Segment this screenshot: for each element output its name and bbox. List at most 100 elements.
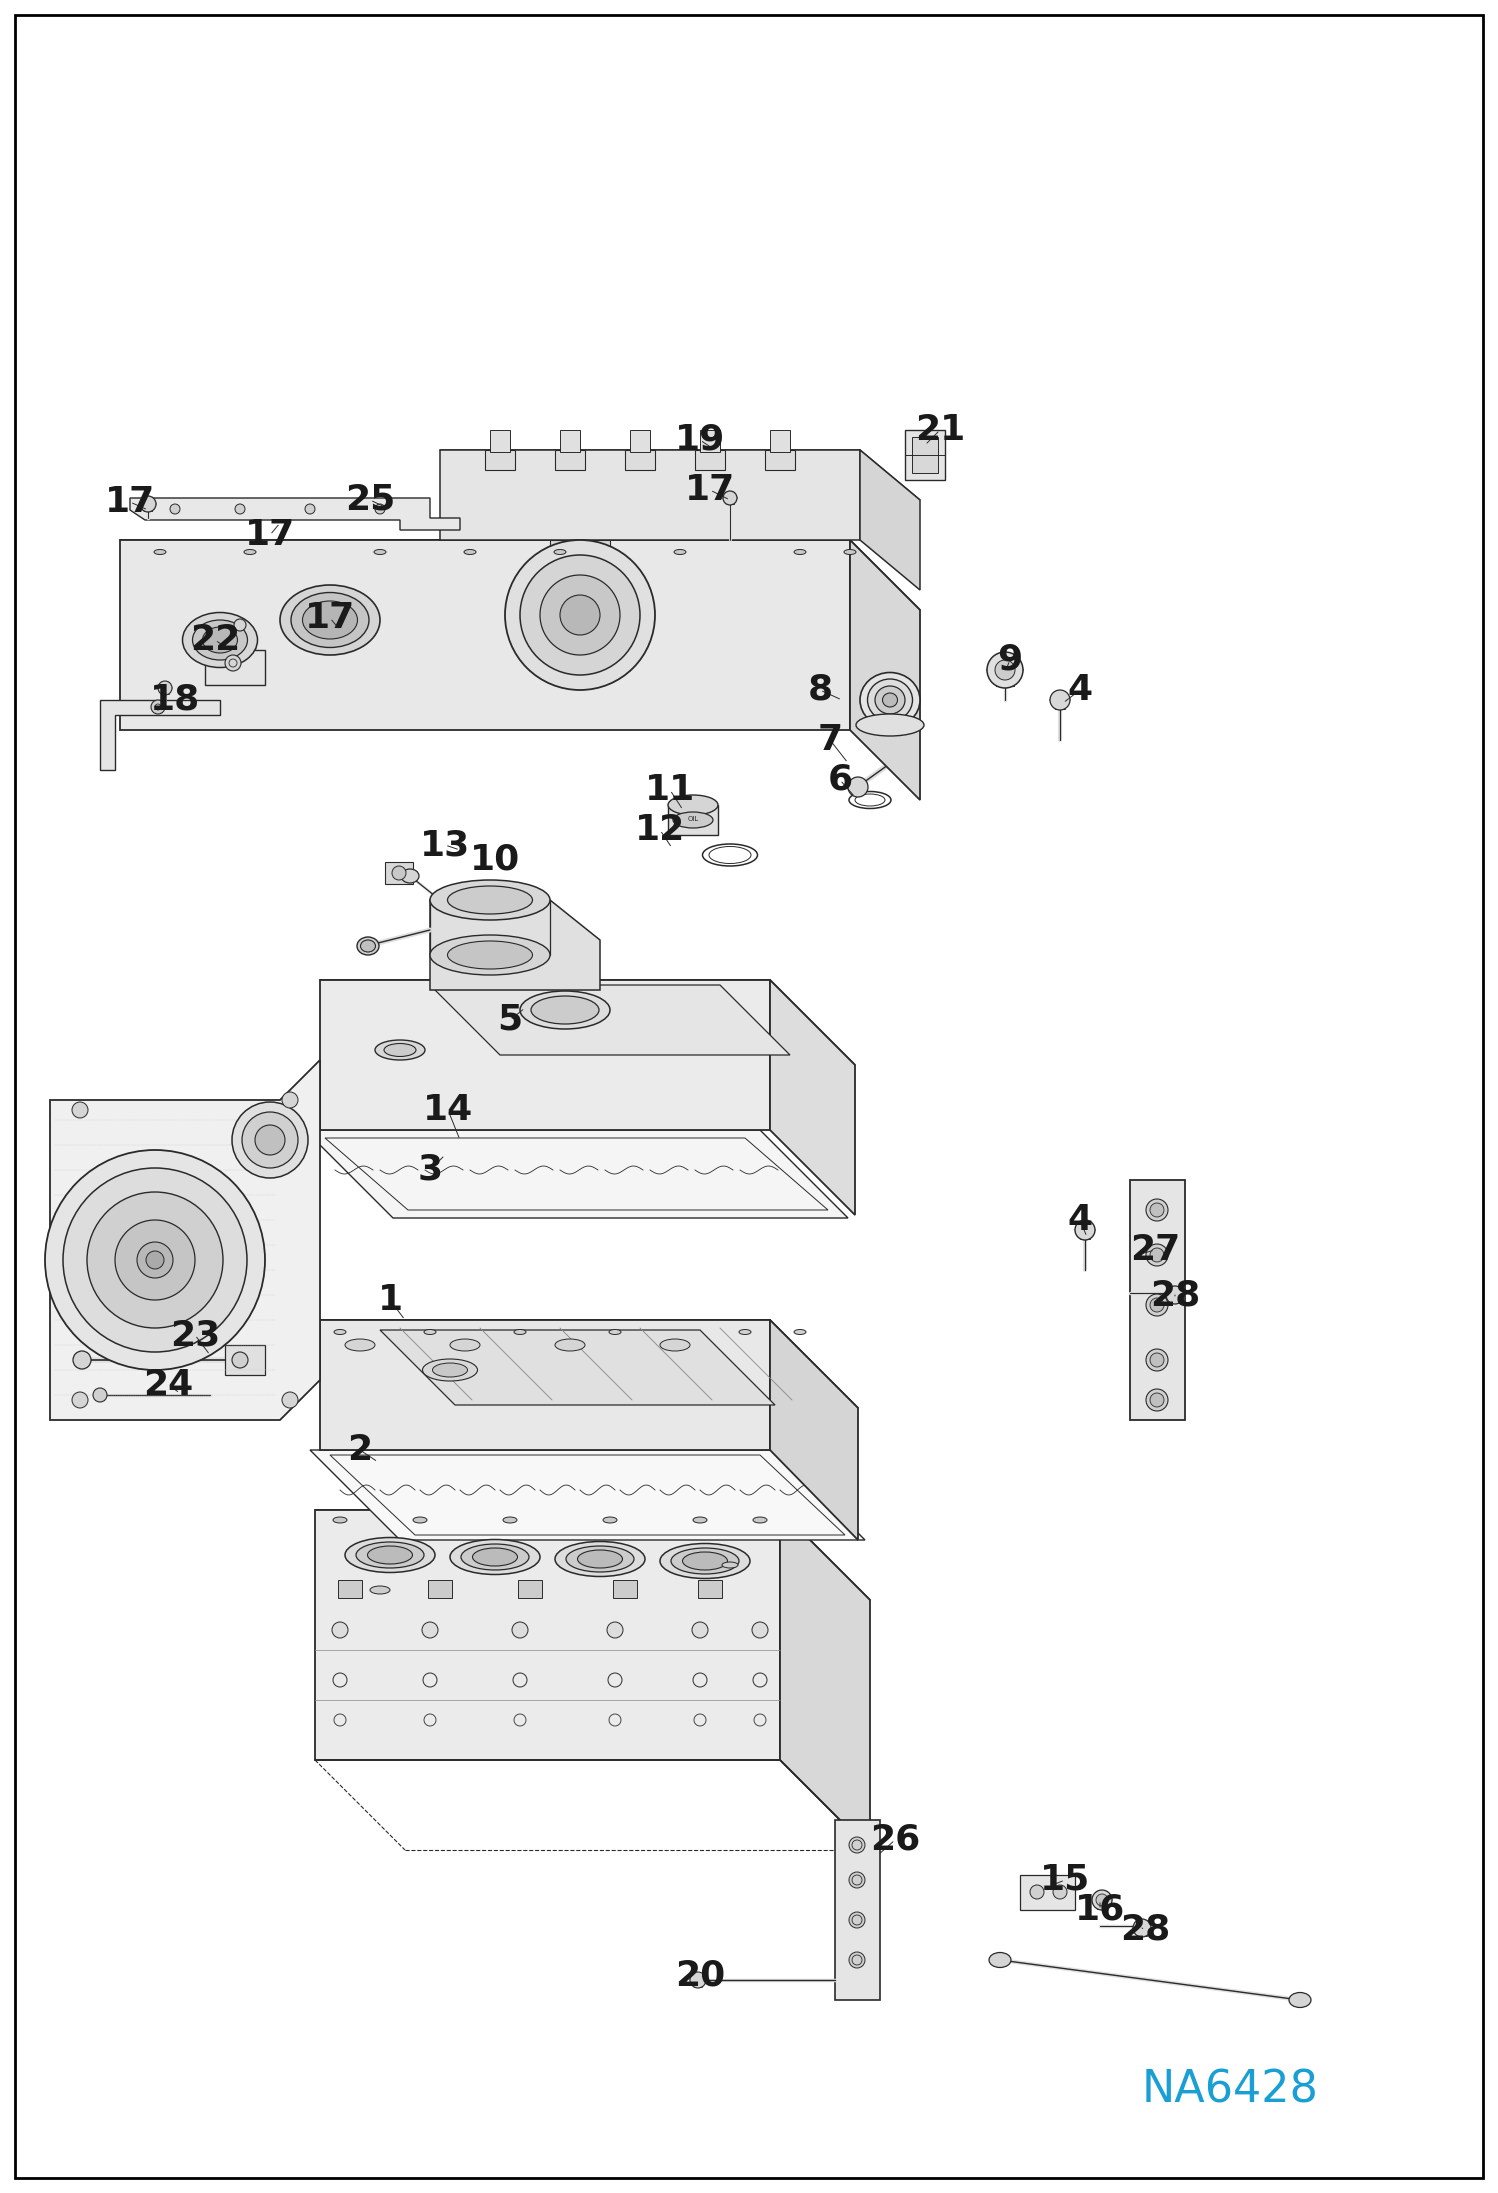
Circle shape [539,575,620,656]
Circle shape [691,1972,706,1989]
Circle shape [157,682,172,695]
Circle shape [987,651,1023,689]
Circle shape [282,1393,298,1408]
Bar [631,430,650,452]
Polygon shape [120,539,849,730]
Ellipse shape [472,1548,517,1566]
Circle shape [151,700,165,715]
Ellipse shape [383,1044,416,1057]
Bar [695,450,725,469]
Text: 28: 28 [1121,1912,1170,1947]
Text: 14: 14 [422,1092,473,1127]
Polygon shape [306,1129,848,1217]
Circle shape [282,1092,298,1107]
Text: 2: 2 [348,1432,373,1467]
Circle shape [692,1623,709,1638]
Ellipse shape [154,550,166,555]
Ellipse shape [413,1518,427,1522]
Polygon shape [440,450,920,500]
Text: 4: 4 [1068,1204,1092,1237]
Ellipse shape [578,1550,623,1568]
Ellipse shape [554,550,566,555]
Ellipse shape [668,796,718,816]
Bar [518,1579,542,1599]
Ellipse shape [882,693,897,706]
Bar [385,862,413,884]
Ellipse shape [722,1561,739,1568]
Polygon shape [380,1329,774,1406]
Ellipse shape [374,550,386,555]
Circle shape [849,1912,864,1928]
Text: 17: 17 [244,518,295,553]
Ellipse shape [989,1952,1011,1967]
Text: 28: 28 [1150,1279,1200,1311]
Ellipse shape [674,550,686,555]
Ellipse shape [604,1518,617,1522]
Circle shape [1150,1353,1164,1366]
Bar [554,450,586,469]
Circle shape [560,594,601,636]
Circle shape [607,1623,623,1638]
Circle shape [1132,1919,1150,1936]
Circle shape [1146,1294,1168,1316]
Text: 18: 18 [150,682,201,717]
Circle shape [849,1838,864,1853]
Circle shape [1146,1388,1168,1410]
Circle shape [145,1250,163,1270]
Ellipse shape [566,1546,634,1572]
Circle shape [1165,1285,1183,1305]
Circle shape [392,866,406,879]
Bar [430,899,550,954]
Bar [700,430,721,452]
Circle shape [136,1241,172,1279]
Circle shape [1097,1895,1109,1906]
Ellipse shape [424,1329,436,1336]
Ellipse shape [433,1364,467,1377]
Ellipse shape [193,621,247,660]
Circle shape [1076,1219,1095,1239]
Text: 15: 15 [1040,1864,1091,1897]
Bar [905,430,945,480]
Ellipse shape [202,627,238,654]
Ellipse shape [694,1518,707,1522]
Polygon shape [321,1320,858,1408]
Circle shape [995,660,1016,680]
Bar [912,436,938,474]
Ellipse shape [430,934,550,976]
Ellipse shape [683,1553,728,1570]
Text: 20: 20 [676,1958,725,1991]
Ellipse shape [514,1329,526,1336]
Bar [625,450,655,469]
Bar [765,450,795,469]
Text: 22: 22 [190,623,240,658]
Polygon shape [430,899,601,989]
Ellipse shape [244,550,256,555]
Circle shape [422,1623,437,1638]
Ellipse shape [867,680,912,721]
Ellipse shape [449,1539,539,1575]
Circle shape [232,1353,249,1368]
Ellipse shape [554,1340,586,1351]
Circle shape [232,1103,309,1178]
Ellipse shape [464,550,476,555]
Ellipse shape [503,1518,517,1522]
Text: 19: 19 [674,423,725,456]
Polygon shape [315,1511,870,1601]
Ellipse shape [367,1546,412,1564]
Circle shape [1031,1886,1044,1899]
Ellipse shape [610,1329,622,1336]
Ellipse shape [520,991,610,1029]
Circle shape [1150,1204,1164,1217]
Circle shape [169,504,180,513]
Polygon shape [780,1511,870,1851]
Ellipse shape [449,1340,479,1351]
Circle shape [63,1169,247,1353]
Bar [698,1579,722,1599]
Polygon shape [205,640,265,684]
Circle shape [1050,691,1070,711]
Text: 5: 5 [497,1002,523,1037]
Bar [225,1344,265,1375]
Polygon shape [770,980,855,1215]
Ellipse shape [345,1340,374,1351]
Circle shape [139,496,156,511]
